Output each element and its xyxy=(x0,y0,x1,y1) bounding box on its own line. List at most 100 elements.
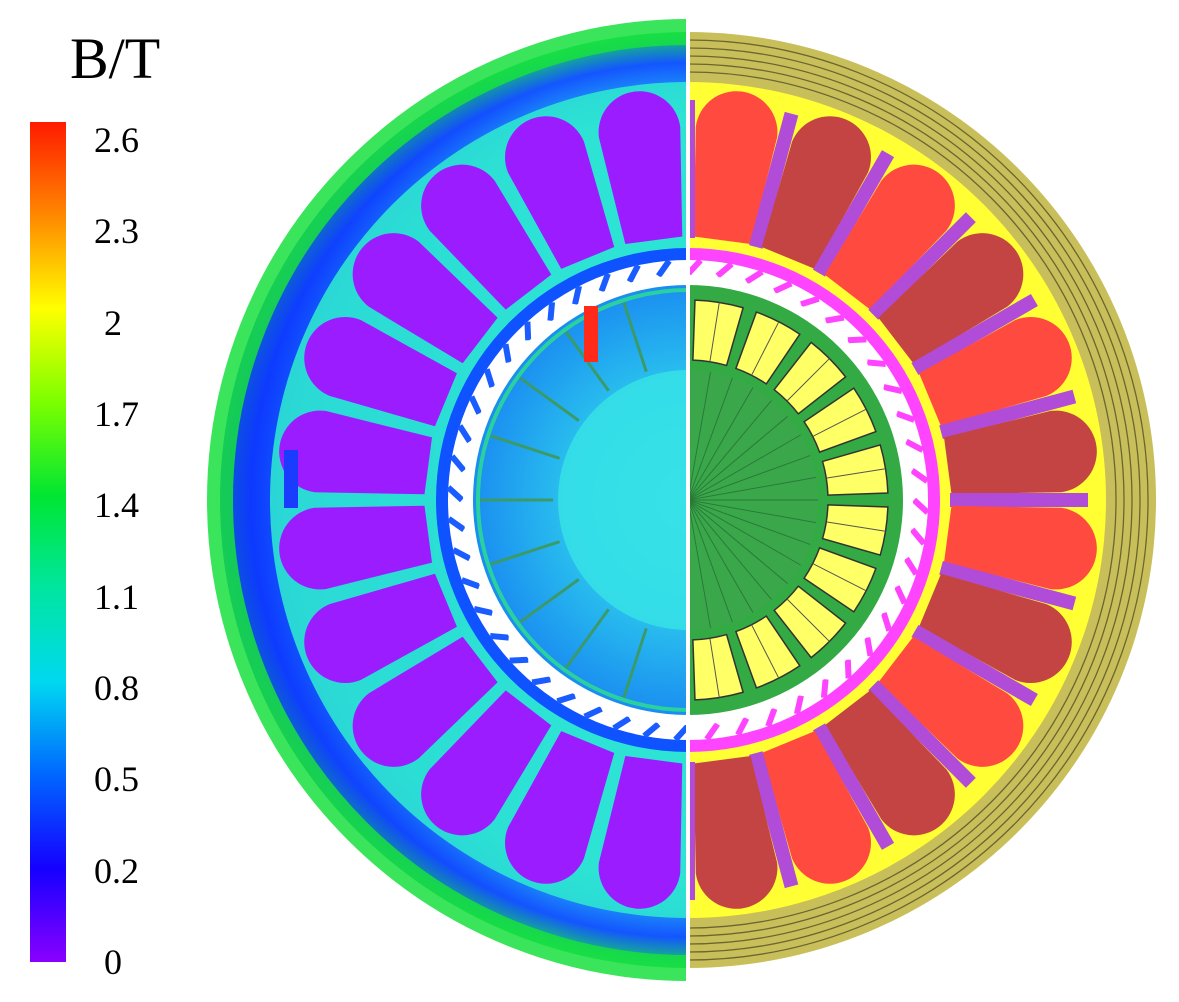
magnet-line xyxy=(812,408,867,437)
stator-coil xyxy=(824,690,955,836)
gap-mark xyxy=(883,384,903,394)
stator-coil xyxy=(761,116,871,269)
gap-mark xyxy=(820,679,829,699)
core-line xyxy=(688,416,788,501)
gap-mark xyxy=(449,454,467,473)
colorbar-tick-label: 0.2 xyxy=(94,850,139,891)
colorbar xyxy=(30,122,66,962)
air-gap-marks-right xyxy=(688,258,930,741)
gap-mark xyxy=(904,438,925,453)
gap-mark xyxy=(909,527,927,546)
core-line xyxy=(688,499,811,545)
gap-mark xyxy=(460,577,481,590)
rotor-segment-line xyxy=(621,627,648,701)
core-line xyxy=(688,455,811,501)
stator-tooth xyxy=(749,751,799,889)
gap-mark xyxy=(895,410,916,423)
core-line xyxy=(688,387,754,501)
stator-tooth xyxy=(939,561,1077,611)
stator-coil xyxy=(598,756,683,909)
magnet-line xyxy=(786,358,830,402)
gap-mark xyxy=(688,258,703,277)
core-line xyxy=(688,499,788,584)
magnet-line xyxy=(812,563,867,592)
stator-tooth xyxy=(939,389,1077,439)
core-line xyxy=(688,377,733,501)
gap-mark xyxy=(612,715,632,731)
gap-mark xyxy=(531,676,551,686)
gap-mark xyxy=(867,359,887,368)
gap-mark xyxy=(583,706,603,720)
gap-mark xyxy=(704,722,720,741)
gap-mark xyxy=(524,321,532,341)
gap-mark xyxy=(468,395,482,415)
magnet xyxy=(734,311,801,385)
stator-coils-left xyxy=(279,91,683,909)
colorbar-tick-label: 2.3 xyxy=(94,211,139,252)
stator-coil xyxy=(505,731,615,884)
gap-mark xyxy=(910,468,929,484)
stator-coil xyxy=(919,317,1072,427)
rotor-segment-line xyxy=(517,375,580,422)
colorbar-tick-label: 1.4 xyxy=(94,485,139,526)
gap-mark xyxy=(894,585,908,605)
rotor-segment-line xyxy=(621,299,648,373)
stator-coil xyxy=(598,91,683,244)
housing-ring xyxy=(688,39,1149,961)
gap-mark xyxy=(773,280,793,294)
gap-mark xyxy=(626,263,641,284)
magnet xyxy=(734,615,801,689)
core-line xyxy=(688,499,733,623)
gap-mark xyxy=(598,272,611,293)
gap-mark xyxy=(844,659,852,679)
gap-mark xyxy=(656,259,672,278)
stator-coil xyxy=(944,505,1097,590)
hotspot-marker xyxy=(584,306,598,362)
stator-coil xyxy=(761,731,871,884)
stator-coil xyxy=(352,233,498,364)
colorbar-tick-label: 2.6 xyxy=(94,120,139,160)
magnet-line xyxy=(826,468,886,479)
gap-mark xyxy=(903,556,919,576)
stator-tooth xyxy=(868,680,976,788)
lowflux-marker xyxy=(284,450,298,508)
gap-mark xyxy=(451,547,472,562)
gap-mark xyxy=(447,516,466,532)
gap-mark xyxy=(673,723,688,742)
colorbar-tick-label: 0 xyxy=(104,942,122,982)
stator-coil xyxy=(279,410,432,495)
colorbar-tick-label: 1.7 xyxy=(94,394,139,434)
rotor-core-lines xyxy=(688,370,818,630)
stator-tooth xyxy=(868,212,976,320)
core-line xyxy=(688,499,772,600)
air-gap-marks-left xyxy=(446,259,688,742)
gap-mark xyxy=(825,314,845,324)
core-line xyxy=(688,499,817,524)
stator-tooth xyxy=(749,111,799,249)
gap-mark xyxy=(502,343,512,363)
stator-tooth xyxy=(812,150,895,277)
colorbar-tick-label: 0.8 xyxy=(94,668,139,708)
stator-coil xyxy=(304,573,457,683)
stator-tooth xyxy=(911,624,1038,707)
stator-coil xyxy=(919,573,1072,683)
rotor-magnets-right xyxy=(692,299,889,701)
colorbar-tick-label: 0.5 xyxy=(94,759,139,800)
rotor-segment-line xyxy=(487,433,561,460)
core-line xyxy=(688,476,817,501)
gap-mark xyxy=(847,336,867,344)
stator-coil xyxy=(878,233,1024,364)
gap-mark xyxy=(794,695,804,715)
magnet xyxy=(821,504,889,557)
gap-mark xyxy=(483,368,496,388)
core-line xyxy=(688,371,712,501)
gap-mark xyxy=(572,285,582,305)
housing-rings xyxy=(688,39,1149,961)
colorbar-tick-label: 1.1 xyxy=(94,576,139,617)
magnet-line xyxy=(709,638,720,698)
gap-mark xyxy=(473,606,493,616)
rotor-rim xyxy=(476,288,688,712)
colorbar-tick-label: 2 xyxy=(104,302,122,343)
gap-mark xyxy=(880,612,893,632)
stator-tooth xyxy=(812,723,895,850)
